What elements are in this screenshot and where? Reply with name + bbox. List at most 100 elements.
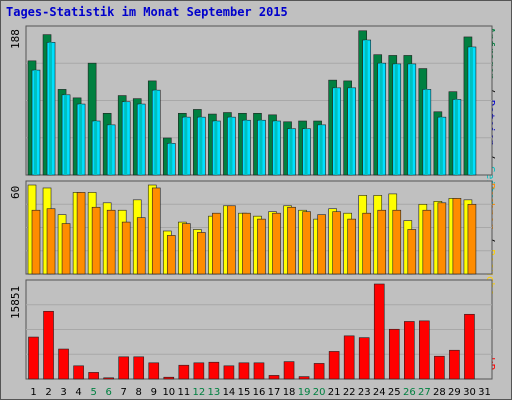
bar-kb-day-16 [253, 362, 265, 380]
bar-rechner-day-16 [257, 218, 266, 275]
bar-kb-day-4 [73, 365, 84, 380]
x-tick-label-day-27: 27 [418, 387, 431, 398]
bar-rechner-day-14 [227, 205, 236, 275]
bar-kb-day-25 [388, 328, 400, 380]
bar-seiten-day-23 [364, 40, 368, 175]
bar-kb-day-22 [343, 335, 355, 380]
bar-seiten-day-4 [79, 104, 83, 175]
x-tick-label-day-12: 12 [193, 387, 206, 398]
bar-rechner-day-6 [106, 209, 116, 275]
bar-seiten-day-7 [124, 101, 128, 175]
bar-rechner-day-11 [182, 223, 191, 275]
bar-kb-day-17 [268, 375, 280, 380]
bar-seiten-day-30 [469, 46, 473, 176]
bar-rechner-day-12 [197, 232, 206, 275]
x-tick-label-day-14: 14 [223, 387, 236, 398]
bar-seiten-day-16 [259, 120, 263, 175]
bar-kb-day-9 [148, 362, 160, 380]
x-tick-label-day-11: 11 [177, 387, 190, 398]
bar-kb-day-19 [298, 376, 310, 380]
bar-kb-day-5 [88, 372, 99, 380]
bar-kb-day-10 [163, 376, 175, 380]
x-tick-label-day-4: 4 [75, 387, 81, 398]
bar-kb-day-2 [43, 310, 54, 380]
bar-seiten-day-5 [94, 121, 98, 175]
bar-rechner-day-3 [61, 223, 71, 275]
bar-kb-day-13 [208, 361, 220, 380]
x-tick-label-day-17: 17 [268, 387, 281, 398]
bar-seiten-day-22 [349, 87, 353, 175]
x-tick-label-day-28: 28 [433, 387, 446, 398]
x-tick-label-day-24: 24 [373, 387, 386, 398]
bar-seiten-day-27 [424, 89, 428, 175]
bar-rechner-day-18 [287, 206, 296, 275]
bar-seiten-day-13 [214, 121, 218, 175]
x-tick-label-day-2: 2 [45, 387, 51, 398]
x-tick-label-day-8: 8 [136, 387, 142, 398]
x-tick-label-day-29: 29 [448, 387, 461, 398]
bar-rechner-day-28 [437, 202, 447, 275]
bar-seiten-day-1 [34, 70, 37, 175]
x-tick-label-day-26: 26 [403, 387, 416, 398]
x-tick-label-day-25: 25 [388, 387, 401, 398]
bar-kb-day-27 [419, 320, 430, 380]
bar-seiten-day-20 [319, 124, 323, 175]
bar-rechner-day-4 [76, 192, 86, 275]
bar-rechner-day-8 [136, 217, 146, 275]
bar-rechner-day-13 [212, 212, 221, 275]
bar-seiten-day-8 [139, 104, 143, 175]
bar-rechner-day-1 [31, 209, 41, 275]
bar-kb-day-1 [28, 336, 39, 380]
bar-seiten-day-28 [439, 117, 443, 175]
bar-seiten-day-12 [199, 117, 203, 175]
x-tick-label-day-6: 6 [105, 387, 111, 398]
bar-rechner-day-19 [302, 211, 311, 275]
bar-rechner-day-22 [347, 218, 356, 275]
bar-kb-day-21 [328, 351, 340, 380]
bar-kb-day-8 [133, 356, 145, 380]
bar-seiten-day-17 [274, 121, 278, 175]
bar-seiten-day-11 [184, 117, 188, 175]
bar-kb-day-7 [118, 356, 129, 380]
bar-seiten-day-24 [379, 63, 383, 175]
bar-kb-day-20 [313, 363, 325, 380]
x-tick-label-day-15: 15 [238, 387, 251, 398]
bar-rechner-day-2 [46, 208, 56, 275]
bar-kb-day-6 [103, 377, 114, 380]
bar-kb-day-23 [358, 337, 370, 380]
bar-seiten-day-26 [409, 63, 413, 175]
chart-title: Tages-Statistik im Monat September 2015 [6, 5, 288, 19]
x-tick-label-day-7: 7 [121, 387, 127, 398]
bar-seiten-day-3 [64, 94, 68, 175]
bar-seiten-day-9 [154, 90, 158, 175]
bar-rechner-day-20 [317, 214, 326, 275]
bar-kb-day-26 [404, 321, 415, 380]
bar-kb-day-12 [193, 362, 205, 380]
bar-seiten-day-10 [169, 143, 173, 175]
bar-rechner-day-27 [422, 209, 432, 275]
bar-seiten-day-21 [334, 87, 338, 175]
bar-rechner-day-10 [166, 235, 176, 275]
bar-kb-day-30 [464, 313, 475, 380]
x-tick-label-day-21: 21 [328, 387, 341, 398]
x-tick-label-day-18: 18 [283, 387, 296, 398]
bar-kb-day-29 [449, 349, 460, 380]
bar-rechner-day-25 [392, 209, 402, 275]
bar-rechner-day-29 [452, 198, 462, 275]
bar-kb-day-3 [58, 348, 69, 380]
x-tick-label-day-9: 9 [151, 387, 157, 398]
x-tick-label-day-13: 13 [208, 387, 221, 398]
bar-seiten-day-18 [289, 128, 293, 175]
bar-kb-day-15 [238, 362, 250, 380]
bar-rechner-day-30 [467, 203, 477, 275]
bar-kb-day-18 [283, 361, 295, 380]
bar-seiten-day-14 [229, 117, 233, 175]
bar-kb-day-11 [178, 364, 190, 380]
bar-rechner-day-7 [121, 221, 131, 275]
x-tick-label-day-1: 1 [30, 387, 36, 398]
bar-rechner-day-24 [377, 209, 387, 275]
bar-kb-day-14 [223, 365, 235, 380]
x-tick-label-day-22: 22 [343, 387, 356, 398]
